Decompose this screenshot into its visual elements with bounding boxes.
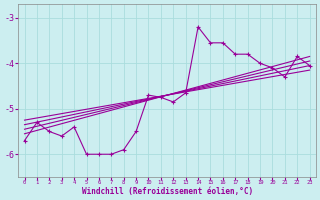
X-axis label: Windchill (Refroidissement éolien,°C): Windchill (Refroidissement éolien,°C)	[82, 187, 253, 196]
